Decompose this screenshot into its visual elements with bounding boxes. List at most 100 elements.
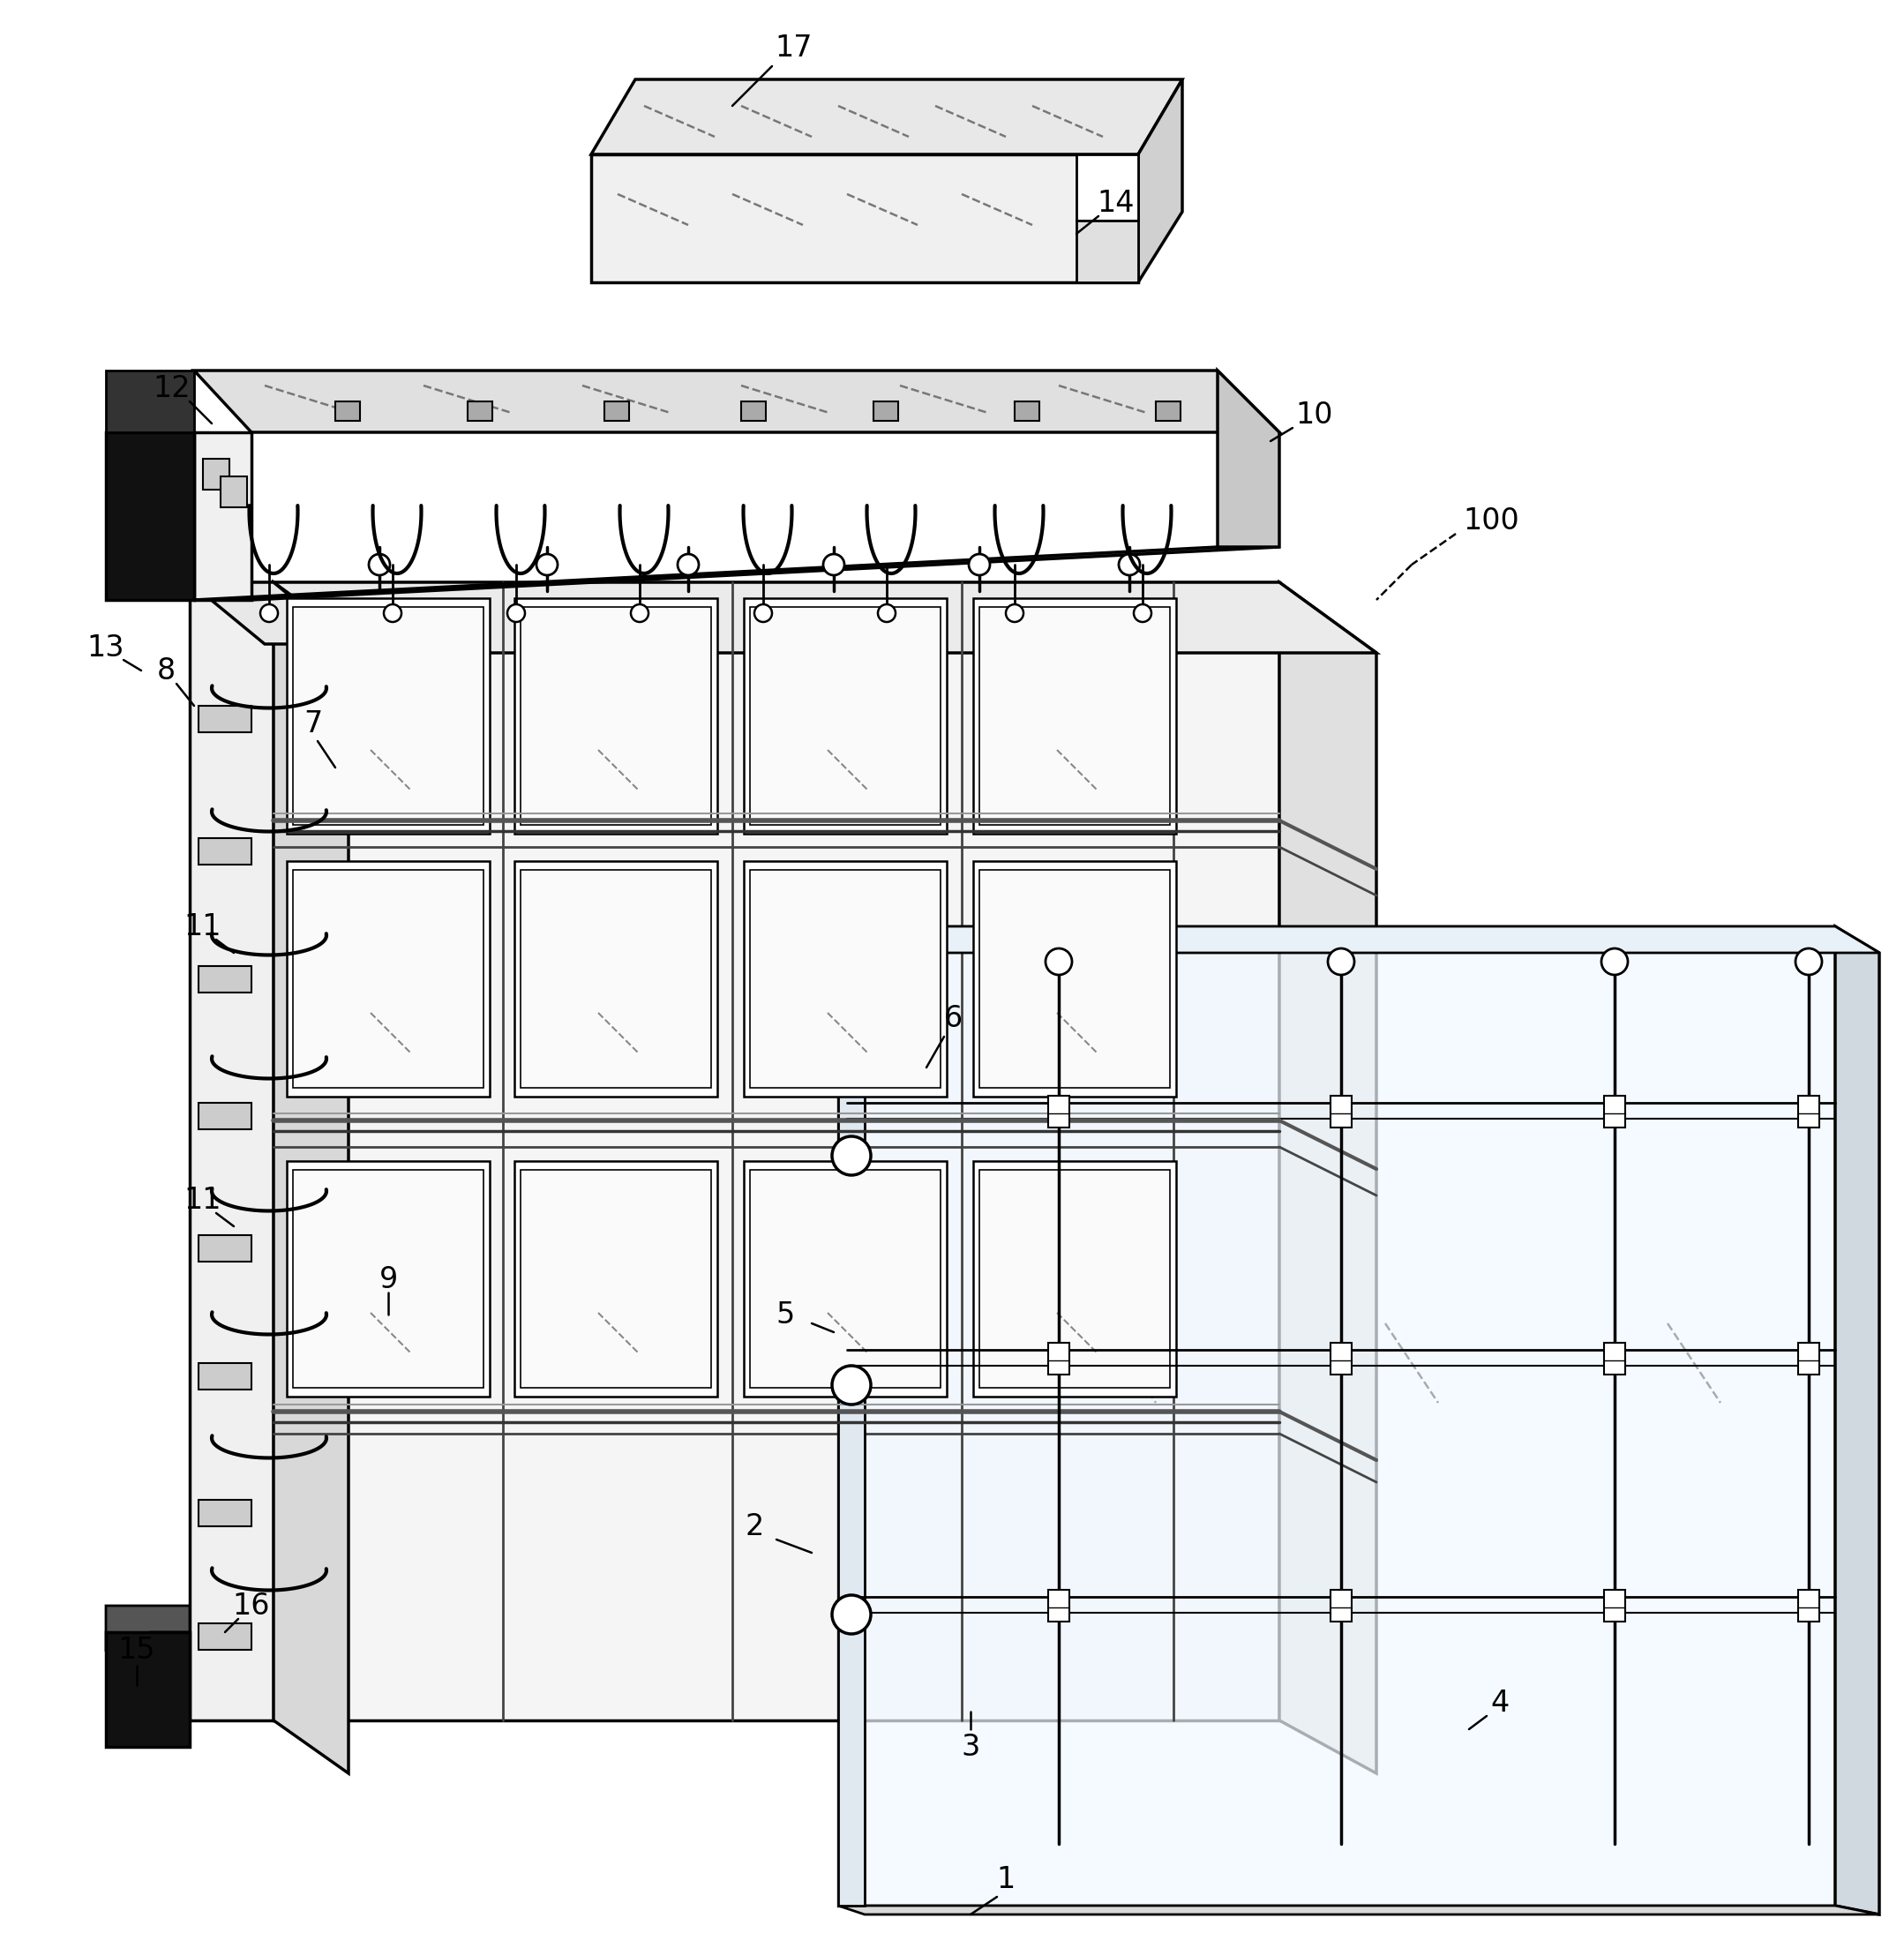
Text: 1: 1 — [996, 1864, 1015, 1893]
Text: 2: 2 — [744, 1512, 764, 1541]
Polygon shape — [1835, 927, 1879, 1915]
Polygon shape — [194, 370, 1279, 432]
Polygon shape — [1603, 1342, 1626, 1375]
Circle shape — [385, 604, 402, 621]
Text: 17: 17 — [775, 33, 813, 62]
Polygon shape — [1797, 1590, 1820, 1621]
Circle shape — [537, 553, 558, 575]
Circle shape — [369, 553, 390, 575]
Circle shape — [969, 553, 990, 575]
Text: 13: 13 — [88, 633, 124, 662]
Circle shape — [1005, 604, 1024, 621]
Polygon shape — [741, 401, 765, 421]
Polygon shape — [973, 598, 1177, 834]
Polygon shape — [520, 1171, 710, 1387]
Circle shape — [1133, 604, 1152, 621]
Circle shape — [678, 553, 699, 575]
Circle shape — [506, 604, 526, 621]
Polygon shape — [973, 861, 1177, 1097]
Text: 7: 7 — [305, 709, 322, 738]
Polygon shape — [1603, 1095, 1626, 1128]
Polygon shape — [750, 608, 941, 824]
Polygon shape — [1217, 370, 1279, 547]
Circle shape — [630, 604, 649, 621]
Polygon shape — [1279, 582, 1377, 1773]
Polygon shape — [514, 1161, 718, 1397]
Circle shape — [832, 1136, 870, 1175]
Polygon shape — [1049, 1342, 1070, 1375]
Polygon shape — [1015, 401, 1040, 421]
Polygon shape — [514, 861, 718, 1097]
Polygon shape — [979, 1171, 1169, 1387]
Circle shape — [832, 1595, 870, 1634]
Polygon shape — [198, 1103, 251, 1130]
Polygon shape — [1331, 1590, 1352, 1621]
Text: 5: 5 — [775, 1299, 794, 1329]
Polygon shape — [744, 861, 946, 1097]
Polygon shape — [198, 1364, 251, 1389]
Polygon shape — [1156, 401, 1180, 421]
Polygon shape — [198, 705, 251, 732]
Circle shape — [261, 604, 278, 621]
Polygon shape — [288, 861, 489, 1097]
Polygon shape — [1076, 154, 1139, 220]
Polygon shape — [274, 582, 1377, 653]
Polygon shape — [590, 154, 1139, 282]
Polygon shape — [107, 432, 194, 600]
Polygon shape — [604, 401, 628, 421]
Polygon shape — [221, 477, 248, 506]
Polygon shape — [107, 1605, 190, 1650]
Polygon shape — [190, 582, 348, 645]
Polygon shape — [288, 598, 489, 834]
Polygon shape — [1331, 1095, 1352, 1128]
Polygon shape — [198, 1623, 251, 1650]
Polygon shape — [973, 1161, 1177, 1397]
Polygon shape — [194, 547, 1279, 600]
Polygon shape — [335, 401, 360, 421]
Text: 6: 6 — [944, 1005, 962, 1034]
Polygon shape — [1049, 1590, 1070, 1621]
Polygon shape — [838, 927, 864, 1905]
Polygon shape — [190, 582, 274, 1720]
Text: 8: 8 — [156, 656, 175, 686]
Text: 16: 16 — [232, 1592, 270, 1621]
Polygon shape — [288, 1161, 489, 1397]
Circle shape — [1327, 949, 1354, 974]
Polygon shape — [838, 1905, 1879, 1915]
Polygon shape — [744, 1161, 946, 1397]
Polygon shape — [274, 582, 348, 1773]
Text: 4: 4 — [1491, 1689, 1510, 1718]
Polygon shape — [198, 1500, 251, 1527]
Polygon shape — [1139, 80, 1182, 282]
Text: 11: 11 — [185, 912, 221, 941]
Polygon shape — [838, 927, 1879, 953]
Polygon shape — [590, 80, 1182, 154]
Polygon shape — [520, 608, 710, 824]
Polygon shape — [750, 1171, 941, 1387]
Polygon shape — [520, 871, 710, 1087]
Polygon shape — [1797, 1095, 1820, 1128]
Polygon shape — [750, 871, 941, 1087]
Polygon shape — [1603, 1590, 1626, 1621]
Text: 14: 14 — [1097, 189, 1135, 218]
Polygon shape — [1076, 220, 1139, 282]
Circle shape — [1601, 949, 1628, 974]
Polygon shape — [293, 608, 484, 824]
Circle shape — [823, 553, 843, 575]
Polygon shape — [293, 871, 484, 1087]
Text: 9: 9 — [379, 1264, 398, 1293]
Polygon shape — [874, 401, 899, 421]
Text: 11: 11 — [185, 1184, 221, 1214]
Text: 15: 15 — [118, 1634, 156, 1664]
Polygon shape — [107, 1605, 190, 1632]
Circle shape — [1045, 949, 1072, 974]
Polygon shape — [204, 460, 228, 489]
Circle shape — [754, 604, 771, 621]
Polygon shape — [979, 871, 1169, 1087]
Polygon shape — [293, 1171, 484, 1387]
Text: 100: 100 — [1462, 506, 1519, 536]
Polygon shape — [274, 582, 1279, 1720]
Circle shape — [1795, 949, 1822, 974]
Text: 3: 3 — [962, 1732, 981, 1761]
Circle shape — [878, 604, 895, 621]
